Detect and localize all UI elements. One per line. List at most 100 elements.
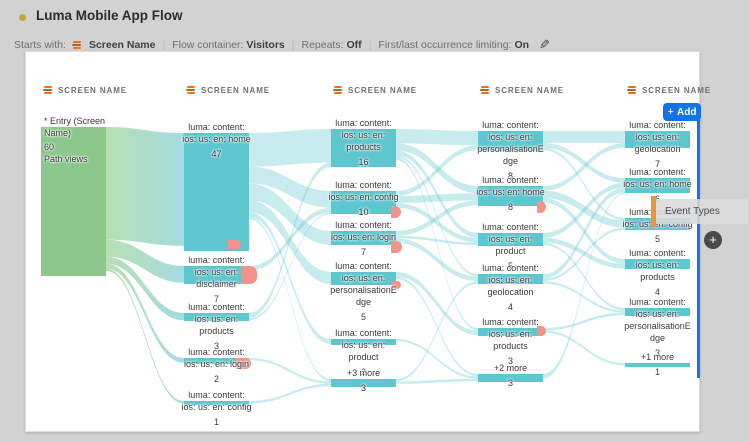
flow-link-ribbon[interactable] [106,268,184,404]
exit-tab[interactable] [236,358,251,369]
flow-link-ribbon[interactable] [106,127,184,246]
flow-link-ribbon[interactable] [396,238,478,282]
flow-link-ribbon[interactable] [396,378,478,384]
flow-node[interactable] [184,133,249,251]
flow-link-ribbon[interactable] [396,200,478,236]
exit-tab[interactable] [391,241,402,253]
flow-node[interactable] [478,186,543,206]
flow-node[interactable] [478,374,543,382]
exit-tab[interactable] [241,266,257,284]
flow-node[interactable] [184,401,249,405]
flow-link-ribbon[interactable] [543,198,625,264]
flow-link-ribbon[interactable] [543,187,625,279]
flow-node[interactable] [625,178,690,193]
flow-link-ribbon[interactable] [543,147,625,221]
flow-link-ribbon[interactable] [543,192,625,379]
flow-link-ribbon[interactable] [396,339,478,379]
flow-link-ribbon[interactable] [106,256,184,321]
flow-link-ribbon[interactable] [396,281,478,382]
column-header-label: SCREEN NAME [348,85,418,95]
flow-link-ribbon[interactable] [106,239,184,283]
flow-node[interactable] [625,363,690,367]
exit-tab[interactable] [537,201,546,213]
exit-tab[interactable] [228,240,241,249]
repeats-value: Off [346,39,362,51]
flow-link-ribbon[interactable] [396,203,478,243]
flow-link-ribbon[interactable] [543,131,625,143]
column-header-screen-name[interactable]: SCREEN NAME [480,85,564,95]
flow-node[interactable] [331,129,396,167]
flow-node[interactable] [478,233,543,246]
flow-node[interactable] [184,266,249,284]
exit-tab[interactable] [391,206,401,218]
flow-link-ribbon[interactable] [543,190,625,228]
flow-link-ribbon[interactable] [396,272,478,336]
flow-link-ribbon[interactable] [249,162,331,318]
flow-link-ribbon[interactable] [396,145,478,196]
dimension-icon [43,85,53,95]
flow-link-ribbon[interactable] [249,358,331,384]
flow-node[interactable] [331,379,396,387]
exit-tab[interactable] [537,326,546,336]
flow-canvas: SCREEN NAME * Entry (Screen Name) 60 Path vi… [26,52,710,433]
flow-link-ribbon[interactable] [543,242,625,311]
flow-link-ribbon[interactable] [396,235,478,245]
drag-handle-bar [651,196,656,227]
flow-link-ribbon[interactable] [249,207,331,271]
flow-link-ribbon[interactable] [396,143,478,194]
flow-node[interactable] [41,127,106,276]
column-header-screen-name[interactable]: SCREEN NAME [333,85,417,95]
flow-link-ribbon[interactable] [543,227,625,282]
plus-icon: + [667,106,674,118]
flow-link-ribbon[interactable] [249,212,331,321]
flow-link-ribbon[interactable] [249,129,331,167]
flow-link-ribbon[interactable] [396,129,478,146]
flow-node[interactable] [478,131,543,151]
flow-link-ribbon[interactable] [396,276,478,377]
flow-link-ribbon[interactable] [249,183,331,245]
flow-link-ribbon[interactable] [543,237,625,269]
flow-link-ribbon[interactable] [543,312,625,331]
flow-node[interactable] [625,131,690,148]
flow-node[interactable] [478,274,543,284]
flow-container-value: Visitors [246,39,285,51]
add-column-button[interactable]: + Add [663,103,701,121]
flow-node[interactable] [331,231,396,245]
flow-link-ribbon[interactable] [396,193,478,203]
flow-link-ribbon[interactable] [249,166,331,208]
expand-add-circle-button[interactable]: + [704,231,722,249]
dimension-icon [480,85,490,95]
column-header-screen-name[interactable]: SCREEN NAME [186,85,270,95]
flow-link-ribbon[interactable] [249,200,331,284]
exit-tab[interactable] [392,281,401,289]
flow-link-ribbon[interactable] [543,281,625,313]
separator: | [368,39,372,51]
flow-link-ribbon[interactable] [249,383,331,404]
flow-node[interactable] [184,358,249,364]
add-button-label: Add [676,106,697,118]
dimension-icon [627,85,637,95]
flow-link-ribbon[interactable] [396,157,478,331]
flow-link-ribbon[interactable] [396,155,478,277]
flow-link-ribbon[interactable] [543,143,625,183]
flow-node[interactable] [478,328,543,336]
flow-node[interactable] [625,308,690,316]
flow-link-ribbon[interactable] [543,330,625,366]
flow-node[interactable] [184,313,249,321]
flow-node[interactable] [331,339,396,345]
flow-node[interactable] [331,272,396,285]
panel-header: Luma Mobile App Flow [0,0,750,34]
flow-link-ribbon[interactable] [543,143,625,191]
column-header-screen-name[interactable]: SCREEN NAME [627,85,711,95]
starts-with-value: Screen Name [88,39,156,51]
drag-ghost-event-types: Event Types [651,196,748,227]
flow-visualization-panel: SCREEN NAME * Entry (Screen Name) 60 Path vi… [25,51,710,433]
flow-node[interactable] [625,259,690,269]
flow-link-ribbon[interactable] [249,212,331,344]
column-header-screen-name[interactable]: SCREEN NAME [43,85,127,95]
flow-node[interactable] [331,191,396,214]
flow-link-ribbon[interactable] [106,263,184,363]
flow-link-ribbon[interactable] [249,217,331,382]
flow-link-ribbon[interactable] [396,150,478,238]
flow-link-ribbon[interactable] [543,182,625,238]
